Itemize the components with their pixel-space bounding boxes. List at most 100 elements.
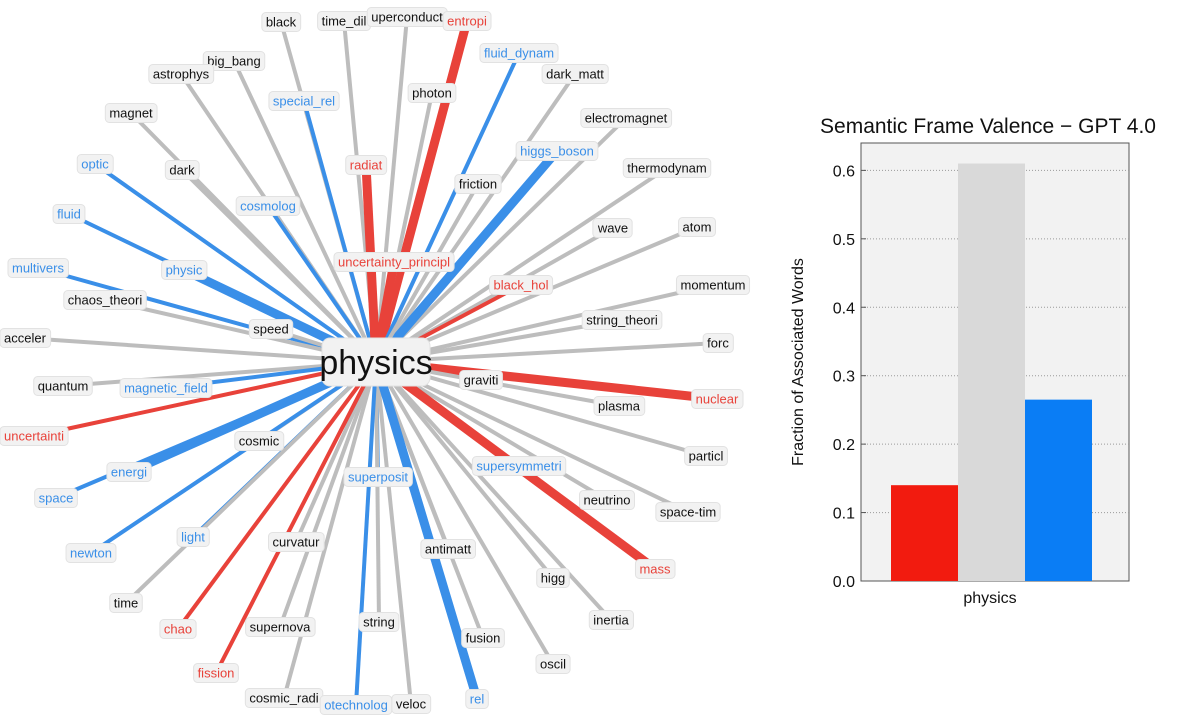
node-acceler[interactable]: acceler [0, 328, 52, 348]
node-label: black_hol [494, 278, 549, 293]
edge-thermodynam [374, 166, 669, 364]
node-black-hol[interactable]: black_hol [489, 275, 554, 295]
node-string[interactable]: string [358, 612, 400, 632]
node-box [161, 260, 208, 280]
node-uperconduct[interactable]: uperconduct [366, 7, 448, 27]
node-thermodynam[interactable]: thermodynam [622, 158, 712, 178]
node-time[interactable]: time [109, 593, 143, 613]
node-cosmic[interactable]: cosmic [234, 431, 285, 451]
node-fusion[interactable]: fusion [461, 628, 505, 648]
node-photon[interactable]: photon [407, 83, 457, 103]
node-rel[interactable]: rel [465, 689, 489, 709]
node-electromagnet[interactable]: electromagnet [580, 108, 673, 128]
node-forc[interactable]: forc [702, 333, 734, 353]
node-antimatt[interactable]: antimatt [420, 539, 477, 559]
node-speed[interactable]: speed [248, 319, 294, 339]
node-physic[interactable]: physic [161, 260, 208, 280]
node-black[interactable]: black [261, 12, 302, 32]
node-supernova[interactable]: supernova [245, 617, 316, 637]
node-box [465, 689, 489, 709]
node-box [65, 543, 117, 563]
node-label: fusion [466, 631, 501, 646]
node-box [345, 155, 388, 175]
node-higgs-boson[interactable]: higgs_boson [515, 141, 599, 161]
node-label: multivers [12, 261, 65, 276]
node-box [691, 389, 744, 409]
node-box [193, 663, 239, 683]
node-quantum[interactable]: quantum [33, 376, 93, 396]
y-tick-label: 0.0 [833, 574, 855, 591]
node-friction[interactable]: friction [454, 174, 502, 194]
node-label: time [114, 596, 139, 611]
node-chao[interactable]: chao [159, 619, 197, 639]
node-otechnolog[interactable]: otechnolog [319, 695, 393, 715]
node-label: uncertainti [4, 429, 64, 444]
node-box [268, 91, 340, 111]
node-label: rel [470, 692, 485, 707]
node-oscil[interactable]: oscil [535, 654, 571, 674]
node-higg[interactable]: higg [536, 568, 570, 588]
node-graviti[interactable]: graviti [459, 370, 503, 390]
edge-inertia [374, 360, 613, 622]
node-energi[interactable]: energi [106, 462, 152, 482]
node-wave[interactable]: wave [592, 218, 633, 238]
node-superposit[interactable]: superposit [343, 467, 413, 487]
node-time-dil[interactable]: time_dil [317, 11, 372, 31]
node-entropi[interactable]: entropi [442, 11, 492, 31]
edge-optic [93, 162, 378, 364]
node-optic[interactable]: optic [76, 154, 114, 174]
node-magnetic-field[interactable]: magnetic_field [119, 378, 213, 398]
node-fission[interactable]: fission [193, 663, 239, 683]
y-tick-label: 0.1 [833, 506, 855, 523]
node-space-tim[interactable]: space-tim [655, 502, 721, 522]
node-label: newton [70, 546, 112, 561]
node-neutrino[interactable]: neutrino [579, 490, 635, 510]
node-dark[interactable]: dark [164, 160, 200, 180]
node-astrophys[interactable]: astrophys [148, 64, 215, 84]
node-supersymmetri[interactable]: supersymmetri [471, 456, 567, 476]
node-box [593, 396, 646, 416]
node-nuclear[interactable]: nuclear [691, 389, 744, 409]
node-chaos-theori[interactable]: chaos_theori [63, 290, 147, 310]
node-particl[interactable]: particl [684, 446, 728, 466]
node-newton[interactable]: newton [65, 543, 117, 563]
node-box [407, 83, 457, 103]
edge-special-rel [302, 100, 378, 363]
node-string-theori[interactable]: string_theori [581, 310, 663, 330]
center-node[interactable]: physics [319, 337, 433, 387]
node-label: otechnolog [324, 698, 388, 713]
node-magnet[interactable]: magnet [104, 103, 158, 123]
node-space[interactable]: space [34, 488, 78, 508]
node-label: particl [689, 449, 724, 464]
node-atom[interactable]: atom [678, 217, 716, 237]
node-box [541, 64, 609, 84]
edge-cosmolog [266, 204, 378, 364]
node-label: fluid [57, 207, 81, 222]
node-label: higg [541, 571, 566, 586]
node-dark-matt[interactable]: dark_matt [541, 64, 609, 84]
node-box [104, 103, 158, 123]
node-special-rel[interactable]: special_rel [268, 91, 340, 111]
edge-veloc [374, 361, 413, 705]
node-cosmolog[interactable]: cosmolog [235, 196, 301, 216]
node-light[interactable]: light [176, 527, 210, 547]
node-momentum[interactable]: momentum [675, 275, 751, 295]
edge-cosmic-radi [282, 361, 378, 699]
node-label: space [39, 491, 74, 506]
node-cosmic-radi[interactable]: cosmic_radi [244, 688, 324, 708]
node-inertia[interactable]: inertia [588, 610, 634, 630]
node-fluid[interactable]: fluid [52, 204, 86, 224]
node-uncertainty-principl[interactable]: uncertainty_principl [333, 252, 455, 272]
node-box [176, 527, 210, 547]
node-curvatur[interactable]: curvatur [268, 532, 325, 552]
node-big-bang[interactable]: big_bang [202, 51, 266, 71]
node-label: dark [169, 163, 195, 178]
node-veloc[interactable]: veloc [391, 694, 432, 714]
node-radiat[interactable]: radiat [345, 155, 388, 175]
node-multivers[interactable]: multivers [7, 258, 69, 278]
node-uncertainti[interactable]: uncertainti [0, 426, 69, 446]
node-fluid-dynam[interactable]: fluid_dynam [479, 43, 559, 63]
node-mass[interactable]: mass [634, 559, 676, 579]
node-plasma[interactable]: plasma [593, 396, 646, 416]
node-box [234, 431, 285, 451]
